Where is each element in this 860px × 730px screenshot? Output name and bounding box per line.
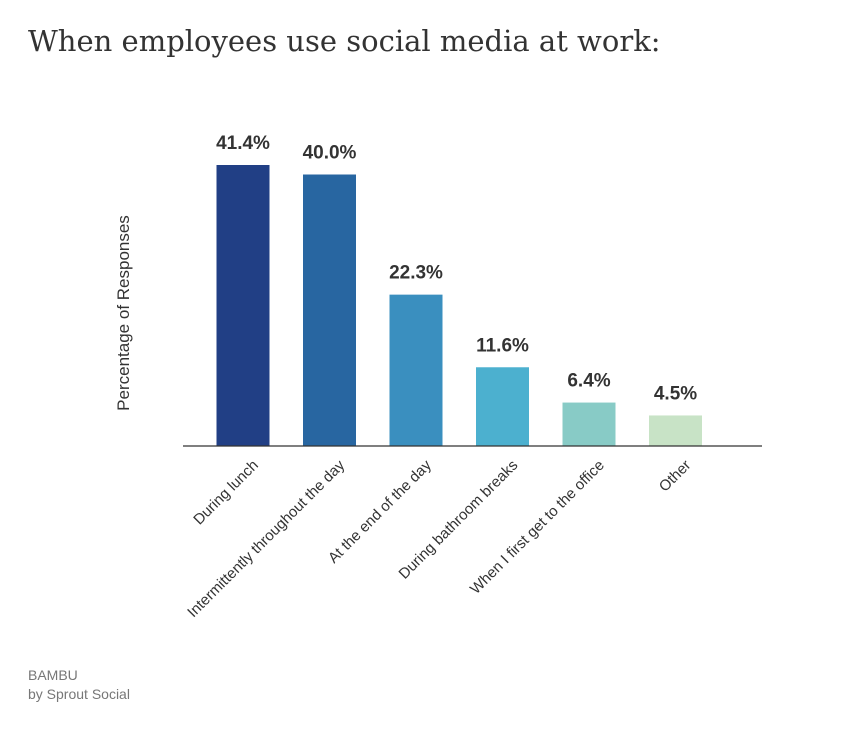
footer-byline: by Sprout Social [28,686,130,702]
bar-1 [216,165,270,446]
value-label-6: 4.5% [654,383,697,404]
tick-label-6: Other [656,457,695,496]
bar-6 [649,415,702,446]
bar-5 [562,402,616,446]
y-axis-label: Percentage of Responses [114,215,133,411]
tick-label-1: During lunch [190,457,262,529]
chart-title: When employees use social media at work: [28,24,661,58]
value-label-5: 6.4% [567,371,610,392]
footer: BAMBU by Sprout Social [28,666,130,704]
bar-4 [476,367,529,446]
value-label-3: 22.3% [389,263,443,284]
value-label-2: 40.0% [303,143,357,164]
bar-2 [303,174,356,446]
footer-brand: BAMBU [28,667,78,683]
value-label-1: 41.4% [216,133,270,154]
value-label-4: 11.6% [476,335,529,356]
tick-label-2: Intermittently throughout the day [184,456,348,620]
bars-group [216,165,702,446]
value-labels-group: 41.4% 40.0% 22.3% 11.6% 6.4% 4.5% [216,133,697,404]
bar-3 [389,294,443,446]
